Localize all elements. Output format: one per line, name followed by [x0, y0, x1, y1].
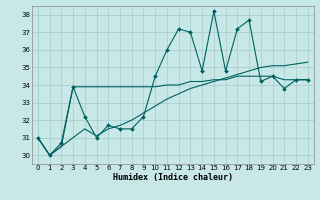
X-axis label: Humidex (Indice chaleur): Humidex (Indice chaleur)	[113, 173, 233, 182]
